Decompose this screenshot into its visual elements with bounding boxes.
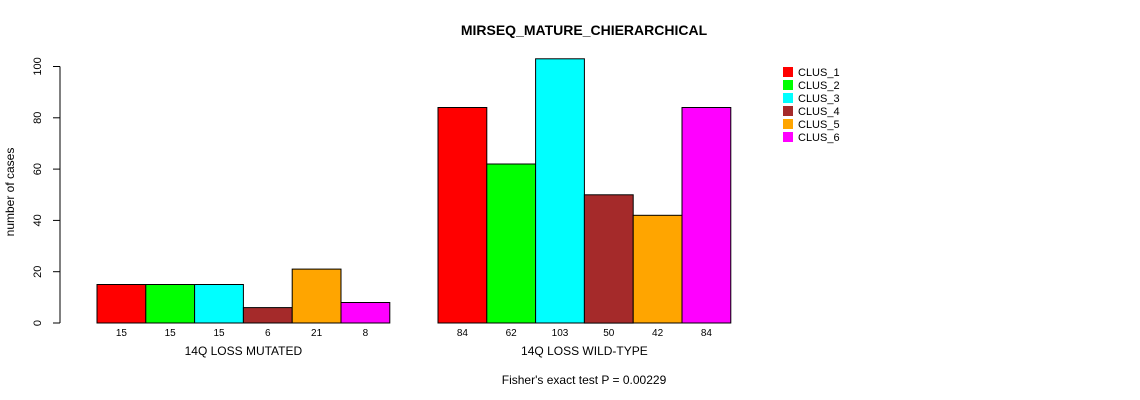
bar-value-label: 50: [603, 328, 615, 339]
bar-value-label: 6: [265, 328, 271, 339]
bar-value-label: 8: [363, 328, 369, 339]
legend-swatch: [783, 119, 793, 129]
bars: [96, 58, 732, 324]
legend-entry: CLUS_3: [798, 93, 840, 105]
group-label: 14Q LOSS MUTATED: [185, 344, 303, 358]
legend-entry: CLUS_1: [798, 67, 840, 79]
y-tick-label: 100: [32, 57, 44, 75]
chart-title: MIRSEQ_MATURE_CHIERARCHICAL: [461, 22, 708, 38]
bar-clus-3: [194, 284, 244, 324]
bar-value-labels: 15 15 15 6 21 8 84 62 103 50 42 84: [116, 328, 713, 339]
bar-clus-3: [535, 58, 585, 324]
bar-value-label: 84: [701, 328, 713, 339]
bar-clus-6: [681, 107, 732, 324]
y-tick-label: 80: [32, 112, 44, 124]
legend-entry: CLUS_2: [798, 80, 840, 92]
bar-value-label: 15: [116, 328, 128, 339]
legend-entry: CLUS_4: [798, 106, 840, 118]
bar-clus-1: [96, 284, 147, 324]
group-label: 14Q LOSS WILD-TYPE: [521, 344, 648, 358]
y-axis-label: number of cases: [3, 148, 17, 237]
y-tick-label: 40: [32, 214, 44, 226]
legend-swatch: [783, 67, 793, 77]
bar-clus-1: [437, 107, 488, 324]
legend-swatch: [783, 132, 793, 142]
legend-entry: CLUS_6: [798, 132, 840, 144]
bar-value-label: 15: [213, 328, 225, 339]
bar-value-label: 21: [311, 328, 323, 339]
bar-value-label: 103: [552, 328, 569, 339]
fisher-test-footnote: Fisher's exact test P = 0.00229: [502, 373, 667, 387]
bar-clus-5: [291, 268, 342, 324]
bar-value-label: 42: [652, 328, 664, 339]
y-axis: 0 20 40 60 80 100: [32, 57, 61, 326]
bar-value-label: 15: [165, 328, 177, 339]
bar-value-label: 62: [506, 328, 518, 339]
bar-value-label: 84: [457, 328, 469, 339]
legend-swatch: [783, 93, 793, 103]
bar-clus-2: [486, 163, 537, 324]
bar-clus-4: [242, 307, 293, 324]
bar-clus-4: [583, 194, 634, 324]
bar-clus-2: [145, 284, 196, 324]
y-tick-label: 60: [32, 163, 44, 175]
y-tick-label: 0: [32, 320, 44, 326]
legend-entry: CLUS_5: [798, 119, 840, 131]
legend-swatch: [783, 106, 793, 116]
legend-swatch: [783, 80, 793, 90]
y-tick-label: 20: [32, 266, 44, 278]
group-labels: 14Q LOSS MUTATED 14Q LOSS WILD-TYPE: [185, 344, 648, 358]
bar-clus-5: [632, 214, 683, 324]
bar-clus-6: [340, 302, 391, 324]
